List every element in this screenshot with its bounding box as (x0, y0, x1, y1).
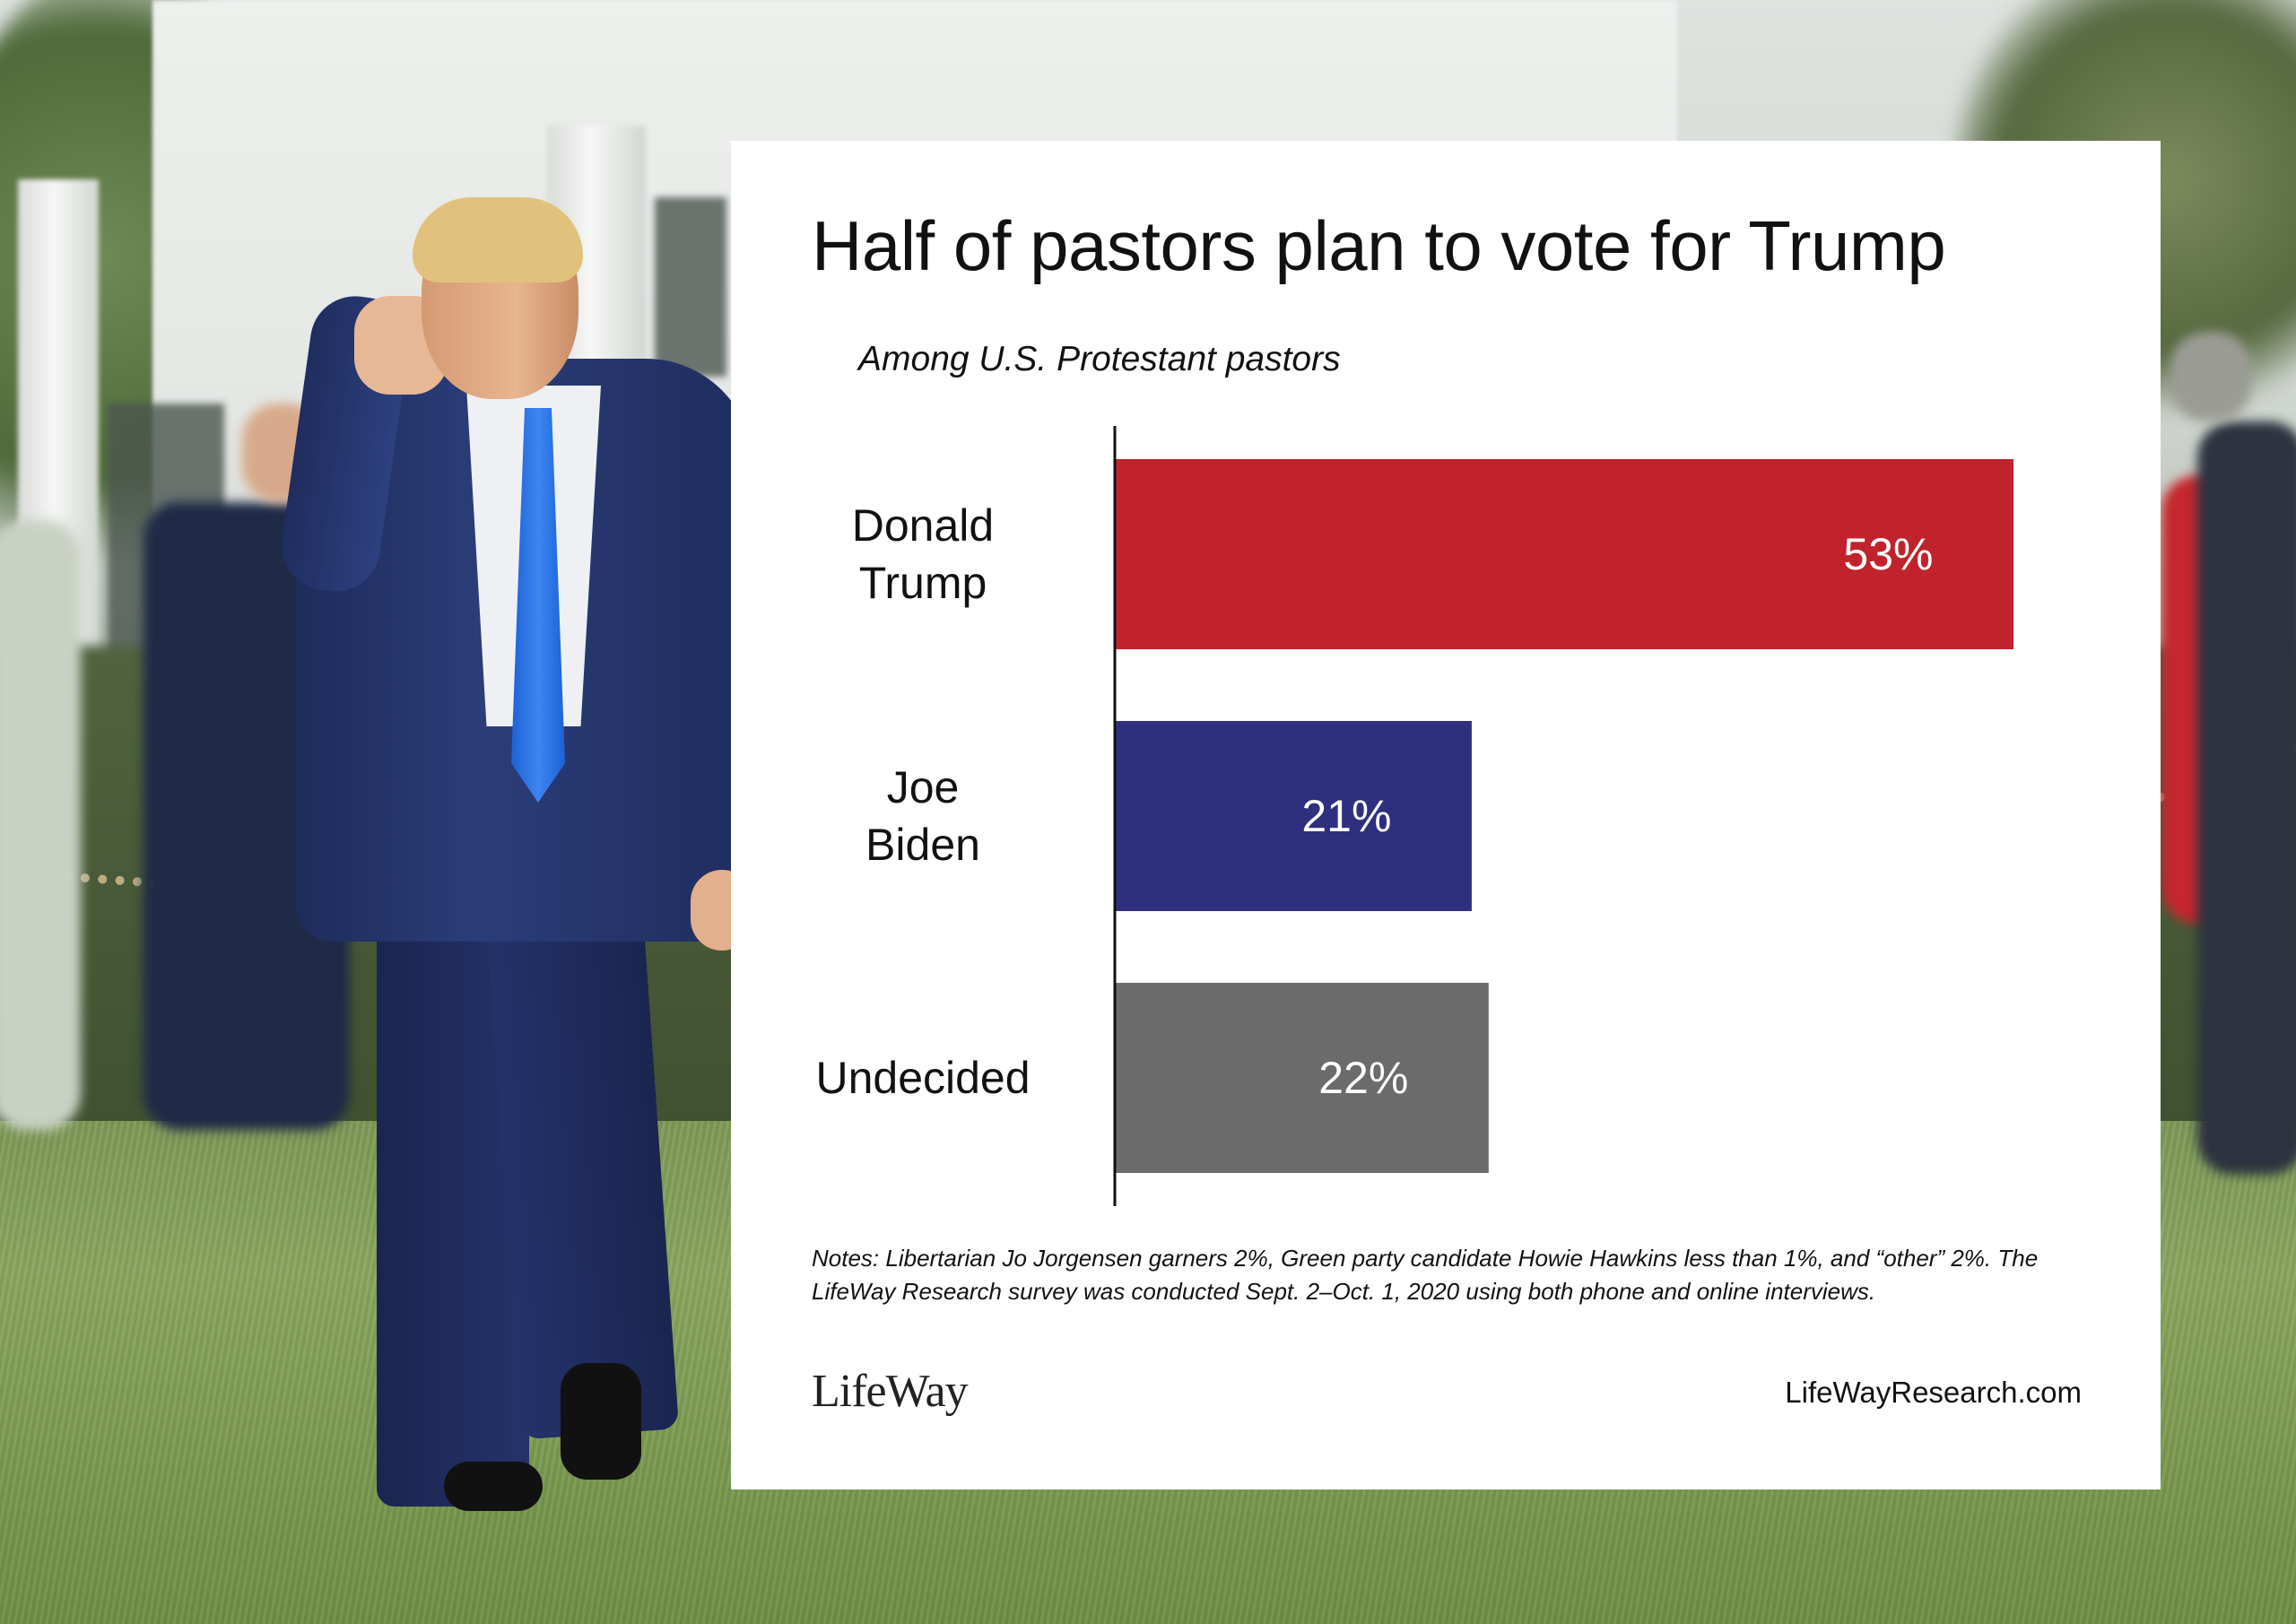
person-figure (444, 1462, 543, 1511)
bar-chart: 53% Donald Trump 21% Joe Biden 22% Undecided (815, 426, 2013, 1206)
chart-subtitle: Among U.S. Protestant pastors (858, 340, 1341, 378)
category-label-line: Biden (865, 820, 980, 870)
category-label-line: Joe (887, 762, 960, 812)
background-person (0, 520, 81, 1130)
lifeway-logo: LifeWay (812, 1366, 969, 1417)
data-label: 22% (1318, 1053, 1408, 1103)
background-window (655, 197, 726, 377)
category-label: Undecided (815, 1053, 1030, 1103)
category-label: Donald Trump (852, 500, 994, 608)
background-person (2197, 421, 2296, 1175)
source-url: LifeWayResearch.com (1785, 1376, 2082, 1409)
data-label: 21% (1301, 791, 1391, 841)
chart-card: Half of pastors plan to vote for Trump A… (731, 141, 2161, 1489)
bar-joe-biden (1116, 721, 1472, 911)
chart-notes: Notes: Libertarian Jo Jorgensen garners … (812, 1245, 2039, 1305)
category-label-line: Trump (859, 558, 987, 608)
bar-donald-trump (1116, 459, 2013, 649)
category-label-line: Donald (852, 500, 994, 551)
category-label-line: Undecided (815, 1053, 1030, 1103)
chart-title: Half of pastors plan to vote for Trump (812, 206, 1946, 285)
data-label: 53% (1843, 529, 1933, 579)
person-figure (413, 197, 583, 282)
bar-undecided (1116, 983, 1489, 1173)
category-label: Joe Biden (865, 762, 980, 870)
background-person (2170, 332, 2251, 421)
person-figure (561, 1363, 641, 1480)
